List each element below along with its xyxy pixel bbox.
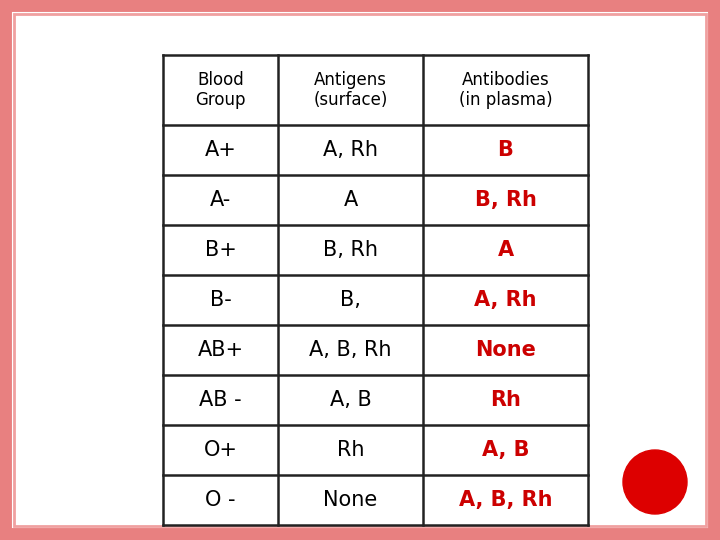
Text: A, B: A, B — [330, 390, 372, 410]
Text: A+: A+ — [204, 140, 236, 160]
Text: A, B: A, B — [482, 440, 529, 460]
Text: B, Rh: B, Rh — [474, 190, 536, 210]
Text: B: B — [498, 140, 513, 160]
Text: A: A — [498, 240, 513, 260]
Text: A-: A- — [210, 190, 231, 210]
Text: O+: O+ — [204, 440, 238, 460]
Text: None: None — [323, 490, 377, 510]
Text: Rh: Rh — [490, 390, 521, 410]
Text: A, B, Rh: A, B, Rh — [459, 490, 552, 510]
Text: Antigens
(surface): Antigens (surface) — [313, 71, 387, 110]
Text: None: None — [475, 340, 536, 360]
Text: A, B, Rh: A, B, Rh — [310, 340, 392, 360]
Text: Antibodies
(in plasma): Antibodies (in plasma) — [459, 71, 552, 110]
Circle shape — [623, 450, 687, 514]
Text: Blood
Group: Blood Group — [195, 71, 246, 110]
Text: A: A — [343, 190, 358, 210]
Text: B,: B, — [340, 290, 361, 310]
Text: O -: O - — [205, 490, 235, 510]
Text: Rh: Rh — [337, 440, 364, 460]
Text: B+: B+ — [204, 240, 236, 260]
Text: B-: B- — [210, 290, 231, 310]
Text: A, Rh: A, Rh — [323, 140, 378, 160]
Text: AB+: AB+ — [197, 340, 243, 360]
Text: A, Rh: A, Rh — [474, 290, 536, 310]
Text: AB -: AB - — [199, 390, 242, 410]
Text: B, Rh: B, Rh — [323, 240, 378, 260]
